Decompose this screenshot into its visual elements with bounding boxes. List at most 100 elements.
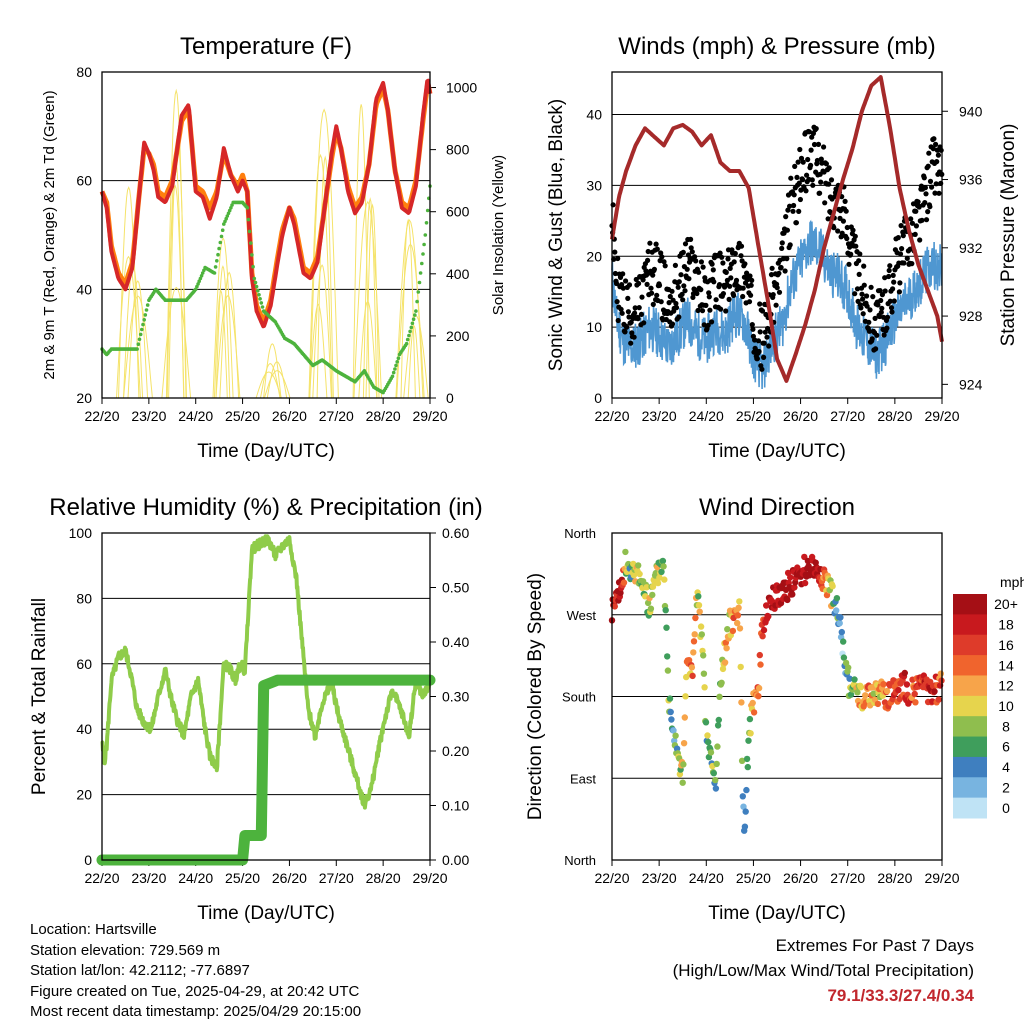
direction-point (658, 568, 665, 575)
dewpoint-point (245, 206, 250, 210)
gust-point (822, 200, 828, 206)
gust-point (898, 223, 904, 229)
dewpoint-point (391, 370, 396, 375)
gust-point (661, 259, 667, 265)
gust-point (703, 302, 709, 308)
gust-point (695, 307, 701, 314)
chart-title-0: Temperature (F) (180, 33, 352, 60)
gust-point (828, 177, 835, 183)
direction-point (680, 761, 687, 768)
direction-point (662, 607, 669, 614)
direction-point (666, 695, 674, 702)
gust-point (610, 202, 616, 208)
gust-point (806, 129, 813, 135)
direction-point (757, 661, 764, 668)
dewpoint-point (405, 337, 410, 342)
direction-point (707, 749, 715, 756)
direction-point (712, 776, 719, 784)
direction-point (698, 631, 705, 638)
gust-point (766, 343, 772, 349)
gust-point (678, 272, 684, 278)
direction-point (874, 700, 882, 708)
direction-point (837, 614, 844, 621)
gust-point (909, 261, 915, 267)
direction-point (643, 584, 650, 591)
gust-point (804, 172, 810, 178)
solar-line (396, 243, 425, 399)
gust-point (818, 179, 824, 185)
gust-point (785, 207, 791, 213)
direction-point (721, 659, 729, 666)
gust-point (773, 302, 779, 308)
x-tick-label: 26/20 (272, 408, 307, 424)
direction-point (667, 708, 674, 716)
gust-point (873, 346, 879, 352)
gust-point (705, 322, 711, 328)
dewpoint-point (421, 252, 425, 256)
gust-point (936, 190, 942, 196)
gust-point (923, 191, 929, 197)
dewpoint-point (423, 233, 428, 237)
gust-point (700, 264, 706, 270)
gust-point (635, 316, 641, 322)
gust-point (770, 292, 776, 298)
gust-point (764, 334, 770, 340)
dewpoint-point (249, 241, 253, 245)
extremes-panel: Extremes For Past 7 Days (High/Low/Max W… (673, 933, 974, 1008)
x-tick-label: 24/20 (689, 408, 724, 424)
gust-point (921, 175, 927, 181)
gust-point (686, 276, 692, 282)
gust-point (624, 324, 630, 330)
gust-point (891, 279, 897, 285)
y-tick-label: 10 (586, 319, 602, 335)
direction-point (729, 627, 737, 635)
dewpoint-point (253, 280, 258, 285)
gust-point (882, 288, 888, 294)
gust-point (897, 280, 903, 286)
dewpoint-point (396, 356, 401, 361)
gust-point (749, 322, 755, 328)
direction-point (857, 684, 865, 691)
x-tick-label: 25/20 (736, 408, 771, 424)
solar-line (123, 295, 153, 399)
direction-point (760, 626, 768, 634)
gust-point (856, 258, 862, 264)
direction-point (895, 686, 902, 694)
dewpoint-point (227, 208, 232, 213)
gust-point (784, 227, 791, 233)
station-info: Location: Hartsville Station elevation: … (30, 920, 361, 1023)
gust-point (676, 279, 682, 285)
dewpoint-point (193, 287, 198, 292)
gust-point (685, 252, 692, 258)
gust-point (662, 263, 668, 269)
direction-point (789, 591, 796, 598)
x-tick-label: 24/20 (689, 870, 724, 886)
direction-point (836, 620, 843, 627)
gust-point (738, 253, 744, 259)
direction-point (663, 624, 670, 631)
gust-point (638, 311, 645, 317)
gust-point (723, 269, 729, 275)
chart-title-1: Winds (mph) & Pressure (mb) (618, 33, 935, 60)
gust-point (791, 202, 797, 209)
gust-point (805, 156, 811, 163)
solar-line (362, 197, 378, 399)
dewpoint-point (422, 242, 426, 247)
x-tick-label: 23/20 (131, 870, 166, 886)
y-tick-label: 60 (76, 173, 92, 189)
dewpoint-point (143, 313, 148, 317)
y-axis-label-3: Direction (Colored By Speed) (525, 573, 546, 820)
y-tick-label: 40 (76, 281, 92, 297)
y-axis-label-1: Sonic Wind & Gust (Blue, Black) (546, 99, 567, 371)
gust-point (889, 309, 895, 315)
solar-line (312, 264, 332, 399)
direction-point (700, 652, 707, 659)
gust-point (783, 214, 789, 220)
colorbar-swatch (953, 736, 987, 758)
gust-point (864, 293, 870, 299)
gust-point (725, 256, 731, 262)
dewpoint-point (420, 261, 424, 266)
x-tick-label: 29/20 (412, 870, 447, 886)
x-tick-label: 29/20 (924, 870, 959, 886)
gust-point (698, 287, 704, 293)
